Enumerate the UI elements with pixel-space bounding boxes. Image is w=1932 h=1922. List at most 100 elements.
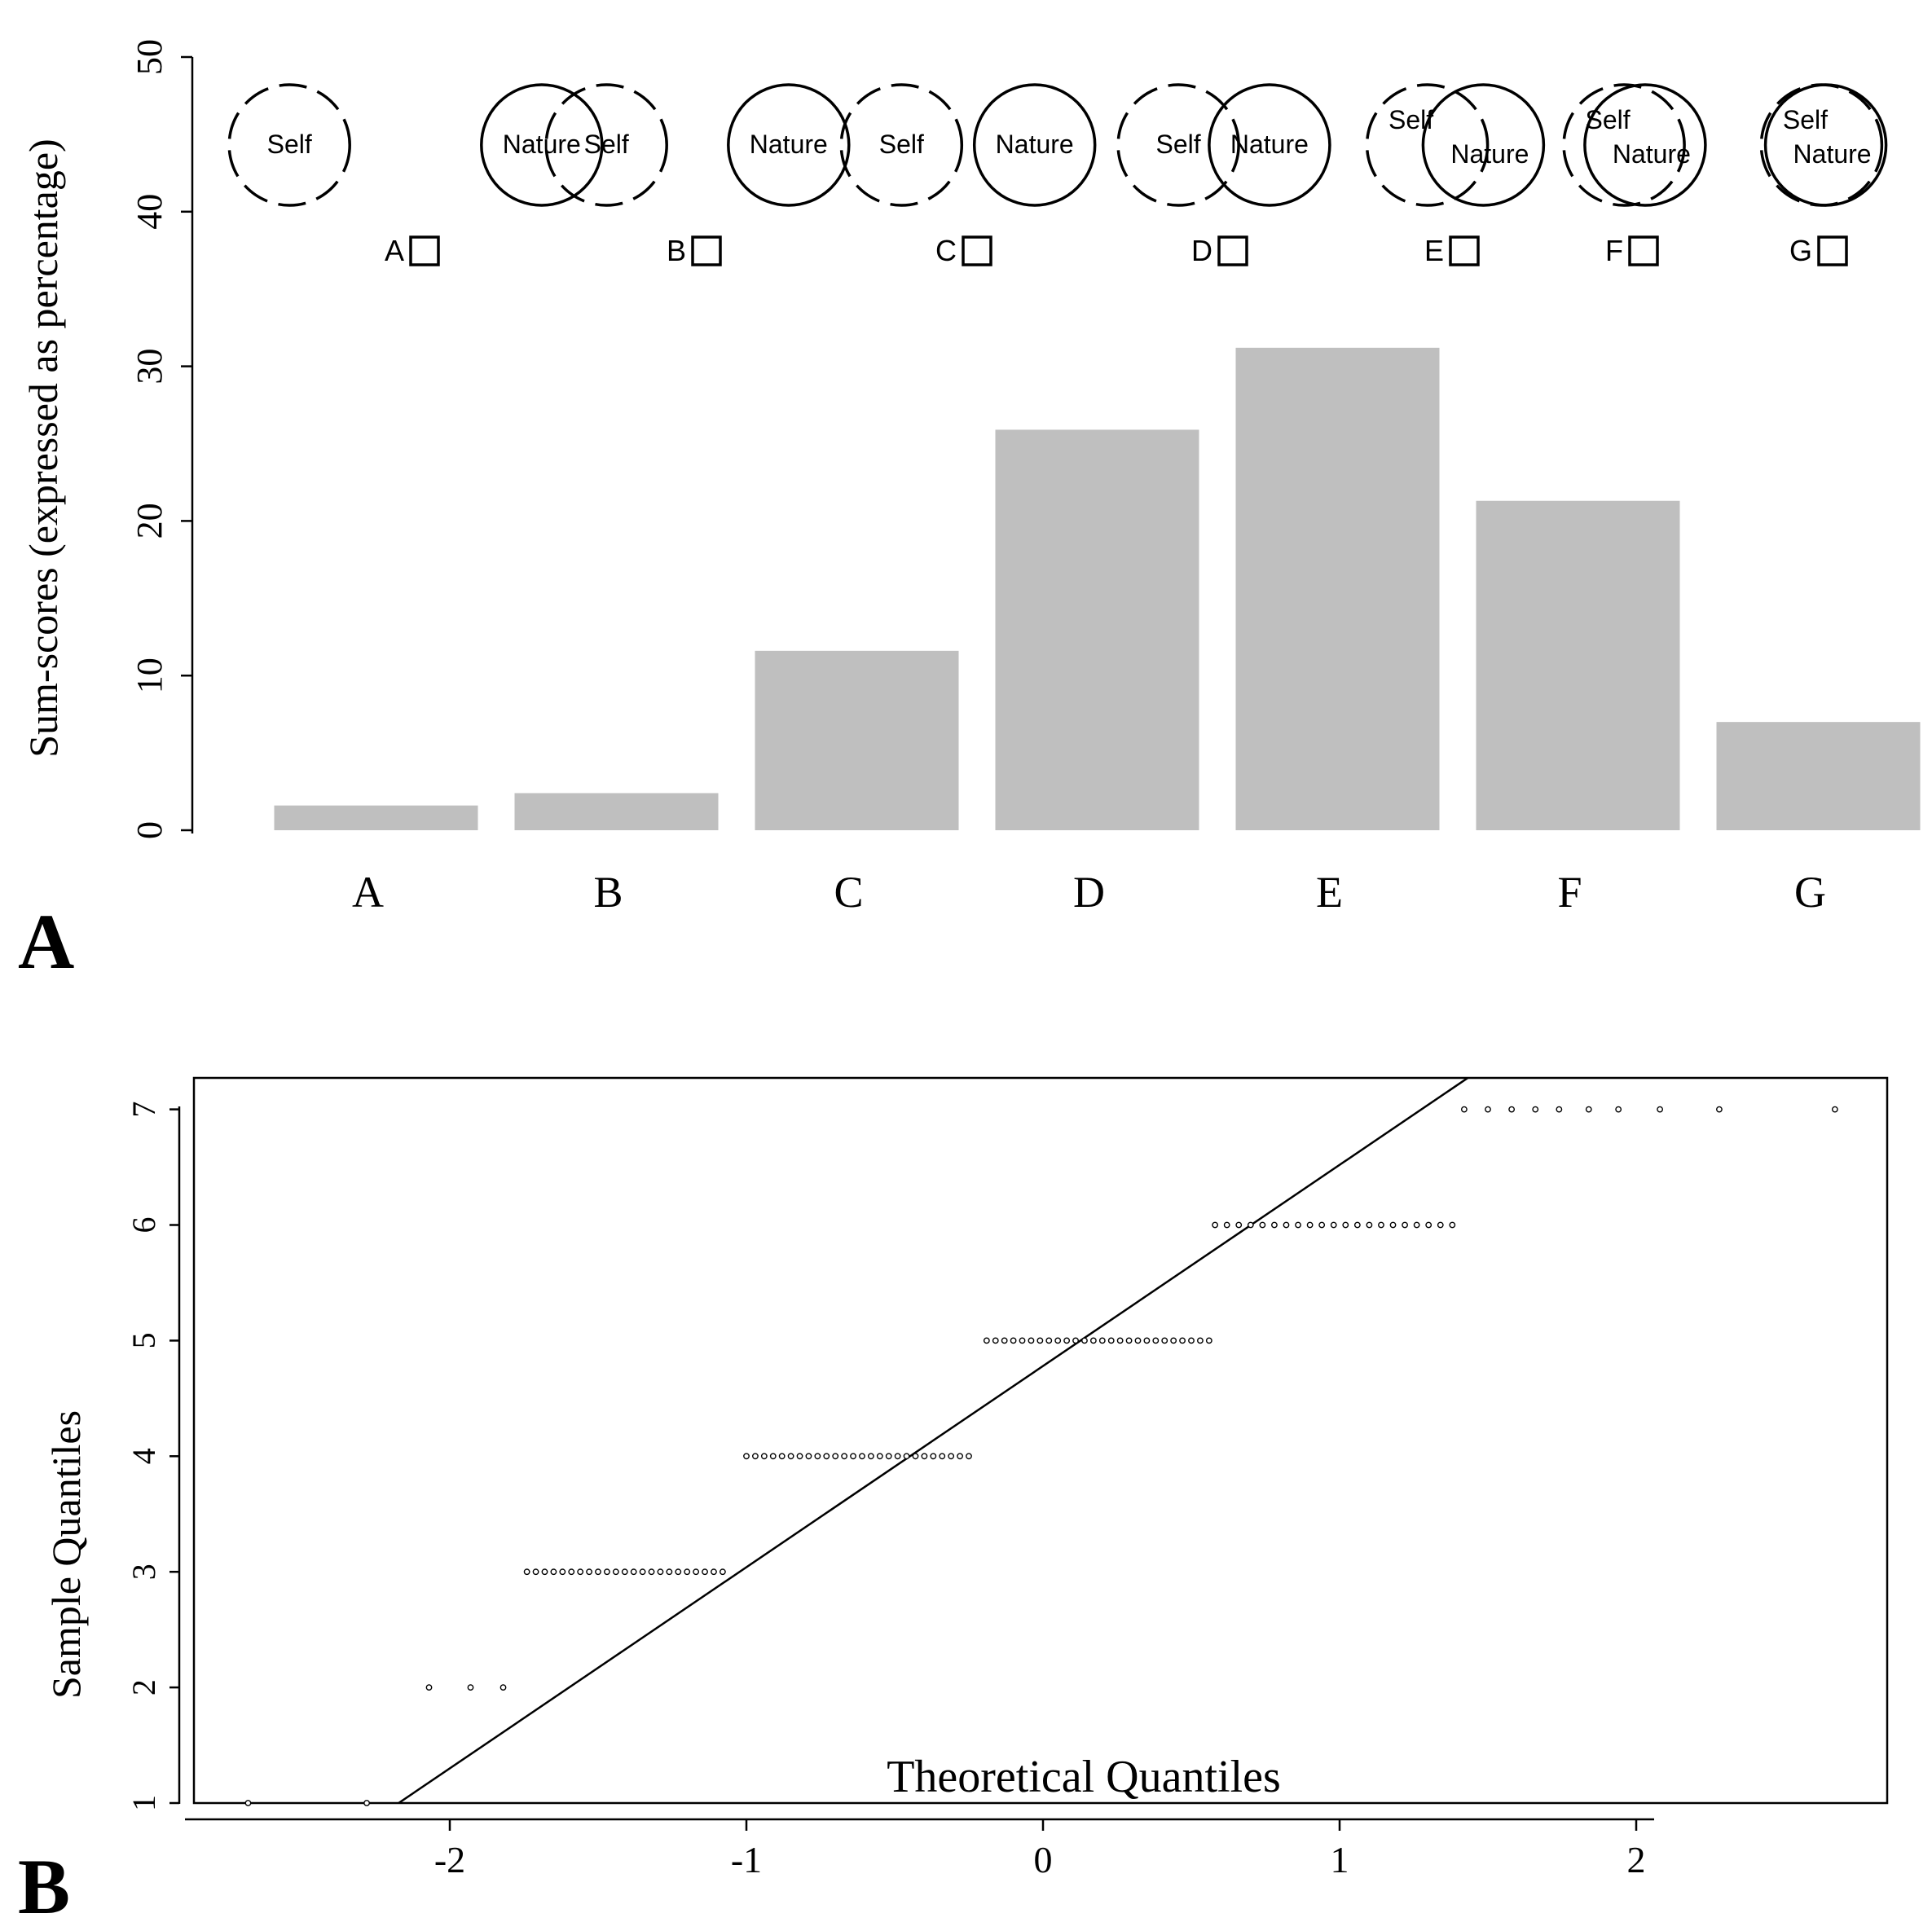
qq-point [1212, 1221, 1219, 1229]
qq-point [559, 1568, 566, 1576]
bar-chart-x-tick-label: F [1557, 868, 1582, 917]
nature-label: Nature [1793, 139, 1872, 169]
nature-label: Nature [1450, 139, 1529, 169]
qq-point [1460, 1106, 1468, 1113]
qq-point [1615, 1106, 1622, 1113]
venn-option-checkbox[interactable] [1217, 235, 1248, 266]
qq-point [1425, 1221, 1432, 1229]
bar-chart-y-tick-label: 10 [130, 658, 169, 693]
qq-point [957, 1453, 963, 1460]
qq-point [1413, 1221, 1420, 1229]
qq-plot-y-tick-label: 7 [125, 1102, 162, 1118]
bar-b [514, 793, 719, 830]
qq-plot-y-axis-label: Sample Quantiles [43, 1410, 89, 1699]
qq-point [719, 1568, 726, 1576]
qq-point [604, 1568, 610, 1576]
qq-point [666, 1568, 673, 1576]
qq-point [1188, 1337, 1195, 1344]
bar-chart-bars [274, 347, 1921, 831]
qq-point [1081, 1337, 1088, 1344]
venn-option-letter: G [1789, 234, 1812, 267]
qq-point [532, 1568, 539, 1576]
qq-point [621, 1568, 628, 1576]
self-circle [1562, 83, 1686, 207]
qq-point [778, 1453, 786, 1460]
bar-chart-y-tick-label: 30 [130, 349, 169, 385]
qq-point [930, 1453, 937, 1460]
self-label: Self [267, 130, 312, 159]
venn-option-b: Self Nature B [544, 83, 851, 267]
self-circle [1116, 83, 1240, 207]
bar-chart-x-tick-label: C [834, 868, 863, 917]
qq-plot-x-ticks: -2 -1 0 1 2 [434, 1819, 1646, 1880]
qq-point [1449, 1221, 1456, 1229]
qq-point [523, 1568, 530, 1576]
qq-point [867, 1453, 874, 1460]
venn-option-letter: D [1191, 234, 1212, 267]
qq-point [1107, 1337, 1115, 1344]
qq-point [568, 1568, 575, 1576]
qq-point [760, 1453, 768, 1460]
venn-option-checkbox[interactable] [962, 235, 992, 266]
venn-option-d: Self Nature D [1116, 83, 1331, 267]
qq-point [1223, 1221, 1230, 1229]
bar-chart-y-tick-label: 0 [130, 821, 169, 839]
qq-point [1089, 1337, 1097, 1344]
qq-point [595, 1568, 601, 1576]
bar-f [1476, 500, 1680, 830]
qq-point [630, 1568, 637, 1576]
venn-option-checkbox[interactable] [1449, 235, 1480, 266]
qq-point [1054, 1337, 1062, 1344]
venn-option-checkbox[interactable] [1628, 235, 1659, 266]
venn-option-checkbox[interactable] [409, 235, 440, 266]
qq-point [1235, 1221, 1243, 1229]
venn-option-checkbox[interactable] [1817, 235, 1848, 266]
nature-circle [727, 83, 851, 207]
qq-point [363, 1800, 370, 1806]
qq-point [912, 1453, 919, 1460]
qq-point [1259, 1221, 1266, 1229]
qq-plot-x-tick-label: 1 [1331, 1839, 1349, 1880]
qq-plot-x-tick-label: 2 [1627, 1839, 1646, 1880]
self-label: Self [584, 130, 629, 159]
bar-chart-y-tick-label: 40 [130, 194, 169, 230]
bar-chart-y-tick-label: 50 [130, 39, 169, 75]
qq-point [1485, 1106, 1491, 1113]
qq-point [787, 1453, 794, 1460]
qq-point [894, 1453, 901, 1460]
venn-option-checkbox[interactable] [691, 235, 722, 266]
qq-point [1378, 1221, 1384, 1229]
qq-point [1170, 1337, 1177, 1344]
qq-point [966, 1453, 972, 1460]
nature-circle [1763, 83, 1888, 207]
qq-point [1437, 1221, 1444, 1229]
venn-option-g: Self Nature G [1759, 83, 1888, 267]
bar-e [1235, 347, 1440, 831]
bar-d [995, 429, 1199, 830]
bar-chart-x-tick-label: D [1073, 868, 1105, 917]
qq-plot-y-tick-label: 1 [125, 1795, 162, 1811]
qq-plot-y-tick-label: 5 [125, 1332, 162, 1348]
qq-point [814, 1453, 821, 1460]
qq-point [1508, 1106, 1516, 1113]
qq-point [1019, 1337, 1026, 1344]
qq-point [850, 1453, 856, 1460]
qq-point [859, 1453, 865, 1460]
qq-point [921, 1453, 928, 1460]
qq-point [675, 1568, 682, 1576]
qq-point [885, 1453, 892, 1460]
venn-option-letter: B [667, 234, 686, 267]
qq-point [1318, 1221, 1326, 1229]
qq-point [1161, 1337, 1168, 1344]
bar-chart-y-axis-label: Sum-scores (expressed as percentage) [20, 139, 66, 757]
self-label: Self [1388, 105, 1433, 134]
qq-point [1045, 1337, 1053, 1344]
qq-point [1197, 1337, 1204, 1344]
bar-g [1716, 722, 1921, 830]
nature-label: Nature [503, 130, 581, 159]
qq-point [1072, 1337, 1079, 1344]
qq-point [832, 1453, 839, 1460]
bar-c [755, 650, 959, 830]
qq-point [1125, 1337, 1133, 1344]
